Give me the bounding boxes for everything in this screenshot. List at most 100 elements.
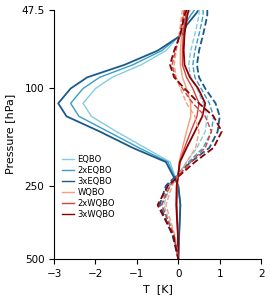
WQBO xyxy=(185,130,188,133)
3xEQBO xyxy=(177,257,180,261)
WQBO xyxy=(189,101,192,105)
2xWQBO xyxy=(185,8,188,11)
EQBO xyxy=(179,203,182,207)
2xWQBO xyxy=(183,146,186,150)
3xWQBO xyxy=(176,234,180,237)
3xEQBO xyxy=(185,23,188,27)
3xEQBO xyxy=(86,76,89,79)
2xWQBO xyxy=(195,115,198,118)
2xWQBO xyxy=(182,32,185,36)
WQBO xyxy=(176,184,179,188)
3xWQBO xyxy=(185,146,188,150)
3xEQBO xyxy=(197,8,201,11)
WQBO xyxy=(182,13,185,17)
2xEQBO xyxy=(160,49,163,52)
Legend: EQBO, 2xEQBO, 3xEQBO, WQBO, 2xWQBO, 3xWQBO: EQBO, 2xEQBO, 3xEQBO, WQBO, 2xWQBO, 3xWQ… xyxy=(58,152,118,223)
3xEQBO xyxy=(123,63,126,67)
2xEQBO xyxy=(131,63,134,67)
2xWQBO xyxy=(183,23,186,27)
3xWQBO xyxy=(178,160,182,164)
3xEQBO xyxy=(179,203,182,207)
2xWQBO xyxy=(197,101,201,105)
3xWQBO xyxy=(201,115,204,118)
2xWQBO xyxy=(184,13,187,17)
EQBO xyxy=(82,101,85,105)
2xWQBO xyxy=(189,130,192,133)
EQBO xyxy=(189,8,192,11)
3xWQBO xyxy=(188,76,191,79)
Line: 3xEQBO: 3xEQBO xyxy=(58,10,199,259)
2xEQBO xyxy=(106,130,110,133)
3xEQBO xyxy=(98,130,101,133)
2xEQBO xyxy=(137,146,141,150)
WQBO xyxy=(176,234,180,237)
2xWQBO xyxy=(175,203,178,207)
2xWQBO xyxy=(185,76,188,79)
3xEQBO xyxy=(193,13,197,17)
2xEQBO xyxy=(82,87,85,90)
2xEQBO xyxy=(189,13,192,17)
EQBO xyxy=(139,63,143,67)
3xWQBO xyxy=(187,8,190,11)
2xEQBO xyxy=(193,8,197,11)
EQBO xyxy=(110,76,114,79)
3xWQBO xyxy=(182,49,185,52)
2xEQBO xyxy=(69,101,72,105)
Line: EQBO: EQBO xyxy=(83,10,191,259)
2xWQBO xyxy=(181,49,184,52)
EQBO xyxy=(177,184,180,188)
Line: 2xEQBO: 2xEQBO xyxy=(71,10,195,259)
EQBO xyxy=(114,130,118,133)
X-axis label: T  [K]: T [K] xyxy=(143,284,173,294)
2xEQBO xyxy=(166,160,170,164)
3xEQBO xyxy=(181,32,184,36)
3xEQBO xyxy=(177,234,181,237)
3xEQBO xyxy=(177,184,180,188)
2xEQBO xyxy=(183,23,186,27)
3xWQBO xyxy=(204,101,207,105)
EQBO xyxy=(177,234,181,237)
Line: 3xWQBO: 3xWQBO xyxy=(176,10,205,259)
WQBO xyxy=(181,76,184,79)
2xEQBO xyxy=(180,32,183,36)
2xEQBO xyxy=(179,203,182,207)
2xWQBO xyxy=(191,87,194,90)
2xEQBO xyxy=(177,184,180,188)
2xEQBO xyxy=(77,115,80,118)
WQBO xyxy=(181,23,184,27)
3xWQBO xyxy=(183,63,186,67)
3xWQBO xyxy=(177,257,180,261)
3xWQBO xyxy=(175,184,178,188)
EQBO xyxy=(94,87,97,90)
WQBO xyxy=(176,203,179,207)
3xWQBO xyxy=(175,203,178,207)
3xEQBO xyxy=(57,101,60,105)
EQBO xyxy=(168,160,172,164)
2xEQBO xyxy=(98,76,101,79)
WQBO xyxy=(179,49,182,52)
EQBO xyxy=(181,23,184,27)
WQBO xyxy=(181,146,184,150)
WQBO xyxy=(185,87,188,90)
3xEQBO xyxy=(156,49,159,52)
EQBO xyxy=(164,49,167,52)
3xEQBO xyxy=(65,115,68,118)
2xWQBO xyxy=(176,234,180,237)
EQBO xyxy=(185,13,188,17)
3xEQBO xyxy=(164,160,167,164)
Y-axis label: Pressure [hPa]: Pressure [hPa] xyxy=(6,94,16,175)
2xEQBO xyxy=(177,257,180,261)
3xEQBO xyxy=(131,146,134,150)
3xWQBO xyxy=(183,32,186,36)
WQBO xyxy=(177,257,180,261)
2xEQBO xyxy=(177,234,181,237)
EQBO xyxy=(90,115,93,118)
WQBO xyxy=(177,160,181,164)
WQBO xyxy=(189,115,192,118)
WQBO xyxy=(183,8,186,11)
3xWQBO xyxy=(193,130,197,133)
EQBO xyxy=(177,257,180,261)
Line: 2xWQBO: 2xWQBO xyxy=(177,10,199,259)
2xWQBO xyxy=(178,160,181,164)
EQBO xyxy=(144,146,147,150)
